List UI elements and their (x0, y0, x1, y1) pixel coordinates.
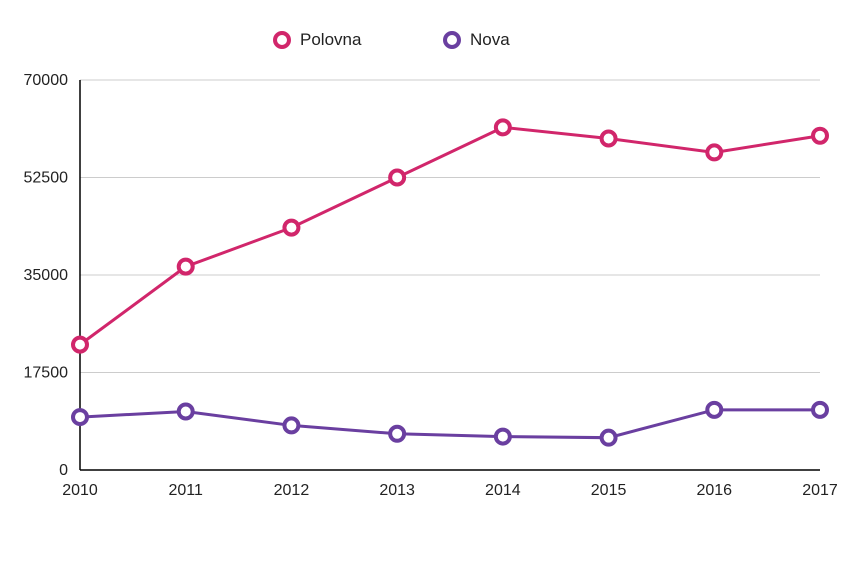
chart-bg (0, 0, 850, 565)
x-tick-label: 2012 (274, 482, 310, 499)
data-point-polovna (496, 120, 510, 134)
data-point-nova (602, 431, 616, 445)
y-tick-label: 70000 (24, 72, 69, 89)
data-point-nova (813, 403, 827, 417)
legend-label: Polovna (300, 30, 362, 49)
data-point-polovna (813, 129, 827, 143)
y-tick-label: 35000 (24, 267, 69, 284)
y-tick-label: 17500 (24, 365, 69, 382)
x-tick-label: 2017 (802, 482, 838, 499)
data-point-polovna (73, 338, 87, 352)
x-tick-label: 2010 (62, 482, 98, 499)
legend-label: Nova (470, 30, 510, 49)
data-point-nova (284, 418, 298, 432)
x-tick-label: 2015 (591, 482, 627, 499)
data-point-nova (496, 430, 510, 444)
data-point-nova (390, 427, 404, 441)
chart-container: 0 17500 35000 52500 70000 2010 2011 2012 2013 201… (0, 0, 850, 565)
data-point-polovna (602, 132, 616, 146)
legend-marker-icon (445, 33, 459, 47)
data-point-polovna (390, 171, 404, 185)
y-tick-label: 0 (59, 462, 68, 479)
data-point-polovna (284, 221, 298, 235)
x-tick-label: 2016 (696, 482, 732, 499)
data-point-polovna (179, 260, 193, 274)
line-chart: 0 17500 35000 52500 70000 2010 2011 2012 2013 201… (0, 0, 850, 565)
y-tick-label: 52500 (24, 170, 69, 187)
data-point-polovna (707, 145, 721, 159)
data-point-nova (73, 410, 87, 424)
data-point-nova (179, 405, 193, 419)
legend-marker-icon (275, 33, 289, 47)
data-point-nova (707, 403, 721, 417)
x-tick-label: 2011 (169, 482, 204, 499)
x-tick-label: 2013 (379, 482, 415, 499)
x-tick-label: 2014 (485, 482, 521, 499)
